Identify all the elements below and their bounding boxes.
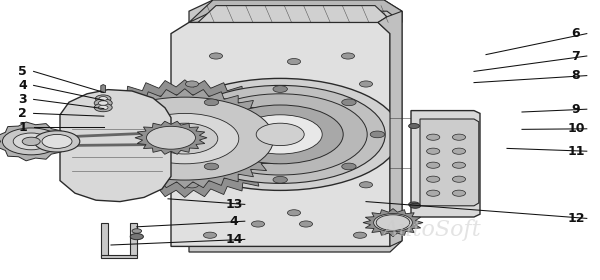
Polygon shape (101, 255, 137, 258)
Text: 10: 10 (567, 122, 585, 135)
Circle shape (342, 163, 356, 170)
Text: 8: 8 (572, 69, 580, 82)
Circle shape (287, 59, 301, 65)
Text: 11: 11 (567, 145, 585, 158)
Circle shape (95, 95, 111, 102)
Text: 13: 13 (226, 198, 242, 211)
Polygon shape (27, 137, 57, 146)
Text: 5: 5 (19, 65, 27, 78)
Circle shape (106, 102, 264, 176)
Polygon shape (171, 22, 390, 246)
Polygon shape (378, 11, 402, 246)
Circle shape (256, 123, 304, 146)
Circle shape (94, 99, 112, 107)
Circle shape (452, 190, 466, 196)
Polygon shape (189, 0, 402, 22)
Polygon shape (411, 111, 480, 217)
Circle shape (99, 97, 107, 101)
Circle shape (409, 123, 419, 129)
Circle shape (326, 137, 340, 143)
Text: 2: 2 (19, 107, 27, 120)
Circle shape (22, 137, 40, 146)
Circle shape (203, 232, 217, 238)
Polygon shape (198, 6, 387, 22)
Polygon shape (78, 89, 292, 188)
Circle shape (370, 131, 385, 138)
Circle shape (341, 53, 355, 59)
Circle shape (193, 94, 367, 175)
Circle shape (376, 215, 410, 230)
Circle shape (130, 234, 143, 240)
Text: 4: 4 (230, 215, 238, 228)
Circle shape (185, 182, 199, 188)
Circle shape (452, 148, 466, 154)
Circle shape (13, 133, 49, 150)
Text: 12: 12 (567, 212, 585, 225)
Circle shape (427, 134, 440, 140)
Circle shape (409, 202, 419, 207)
Circle shape (217, 105, 343, 164)
Circle shape (452, 162, 466, 168)
Circle shape (427, 176, 440, 182)
Circle shape (98, 101, 108, 105)
Text: 6: 6 (572, 27, 580, 40)
Circle shape (96, 97, 274, 180)
Circle shape (342, 99, 356, 106)
Circle shape (152, 123, 218, 154)
Circle shape (2, 128, 60, 155)
Polygon shape (189, 0, 402, 252)
Text: 4: 4 (19, 79, 27, 92)
Polygon shape (101, 223, 108, 257)
Circle shape (427, 162, 440, 168)
Circle shape (359, 81, 373, 87)
Circle shape (34, 131, 80, 152)
Text: 1: 1 (19, 121, 27, 134)
Polygon shape (0, 122, 67, 161)
Circle shape (204, 163, 218, 170)
Circle shape (273, 176, 287, 183)
Circle shape (452, 134, 466, 140)
Polygon shape (59, 80, 311, 197)
Text: 14: 14 (225, 233, 243, 246)
Circle shape (427, 148, 440, 154)
Text: 9: 9 (572, 103, 580, 116)
Circle shape (374, 214, 412, 232)
Circle shape (251, 221, 265, 227)
Polygon shape (135, 121, 207, 154)
Circle shape (42, 134, 72, 148)
Circle shape (353, 232, 367, 238)
Circle shape (98, 105, 108, 110)
Polygon shape (363, 209, 423, 237)
Circle shape (185, 81, 199, 87)
Circle shape (146, 126, 196, 149)
Text: AutoSoft: AutoSoft (383, 219, 481, 241)
Polygon shape (420, 119, 479, 206)
Circle shape (427, 190, 440, 196)
Polygon shape (101, 85, 106, 92)
Circle shape (273, 86, 287, 92)
Circle shape (238, 115, 322, 154)
Circle shape (160, 78, 400, 190)
Circle shape (209, 53, 223, 59)
Text: 7: 7 (572, 50, 580, 62)
Circle shape (299, 221, 313, 227)
Circle shape (176, 131, 190, 138)
Circle shape (132, 229, 142, 233)
Circle shape (94, 103, 112, 112)
Text: 3: 3 (19, 93, 27, 106)
Circle shape (221, 137, 235, 143)
Circle shape (131, 113, 239, 164)
Circle shape (359, 182, 373, 188)
Circle shape (204, 99, 218, 106)
Circle shape (175, 85, 385, 183)
Polygon shape (60, 90, 171, 202)
Circle shape (452, 176, 466, 182)
Circle shape (91, 95, 279, 183)
Polygon shape (130, 223, 137, 255)
Circle shape (410, 203, 421, 208)
Circle shape (287, 210, 301, 216)
